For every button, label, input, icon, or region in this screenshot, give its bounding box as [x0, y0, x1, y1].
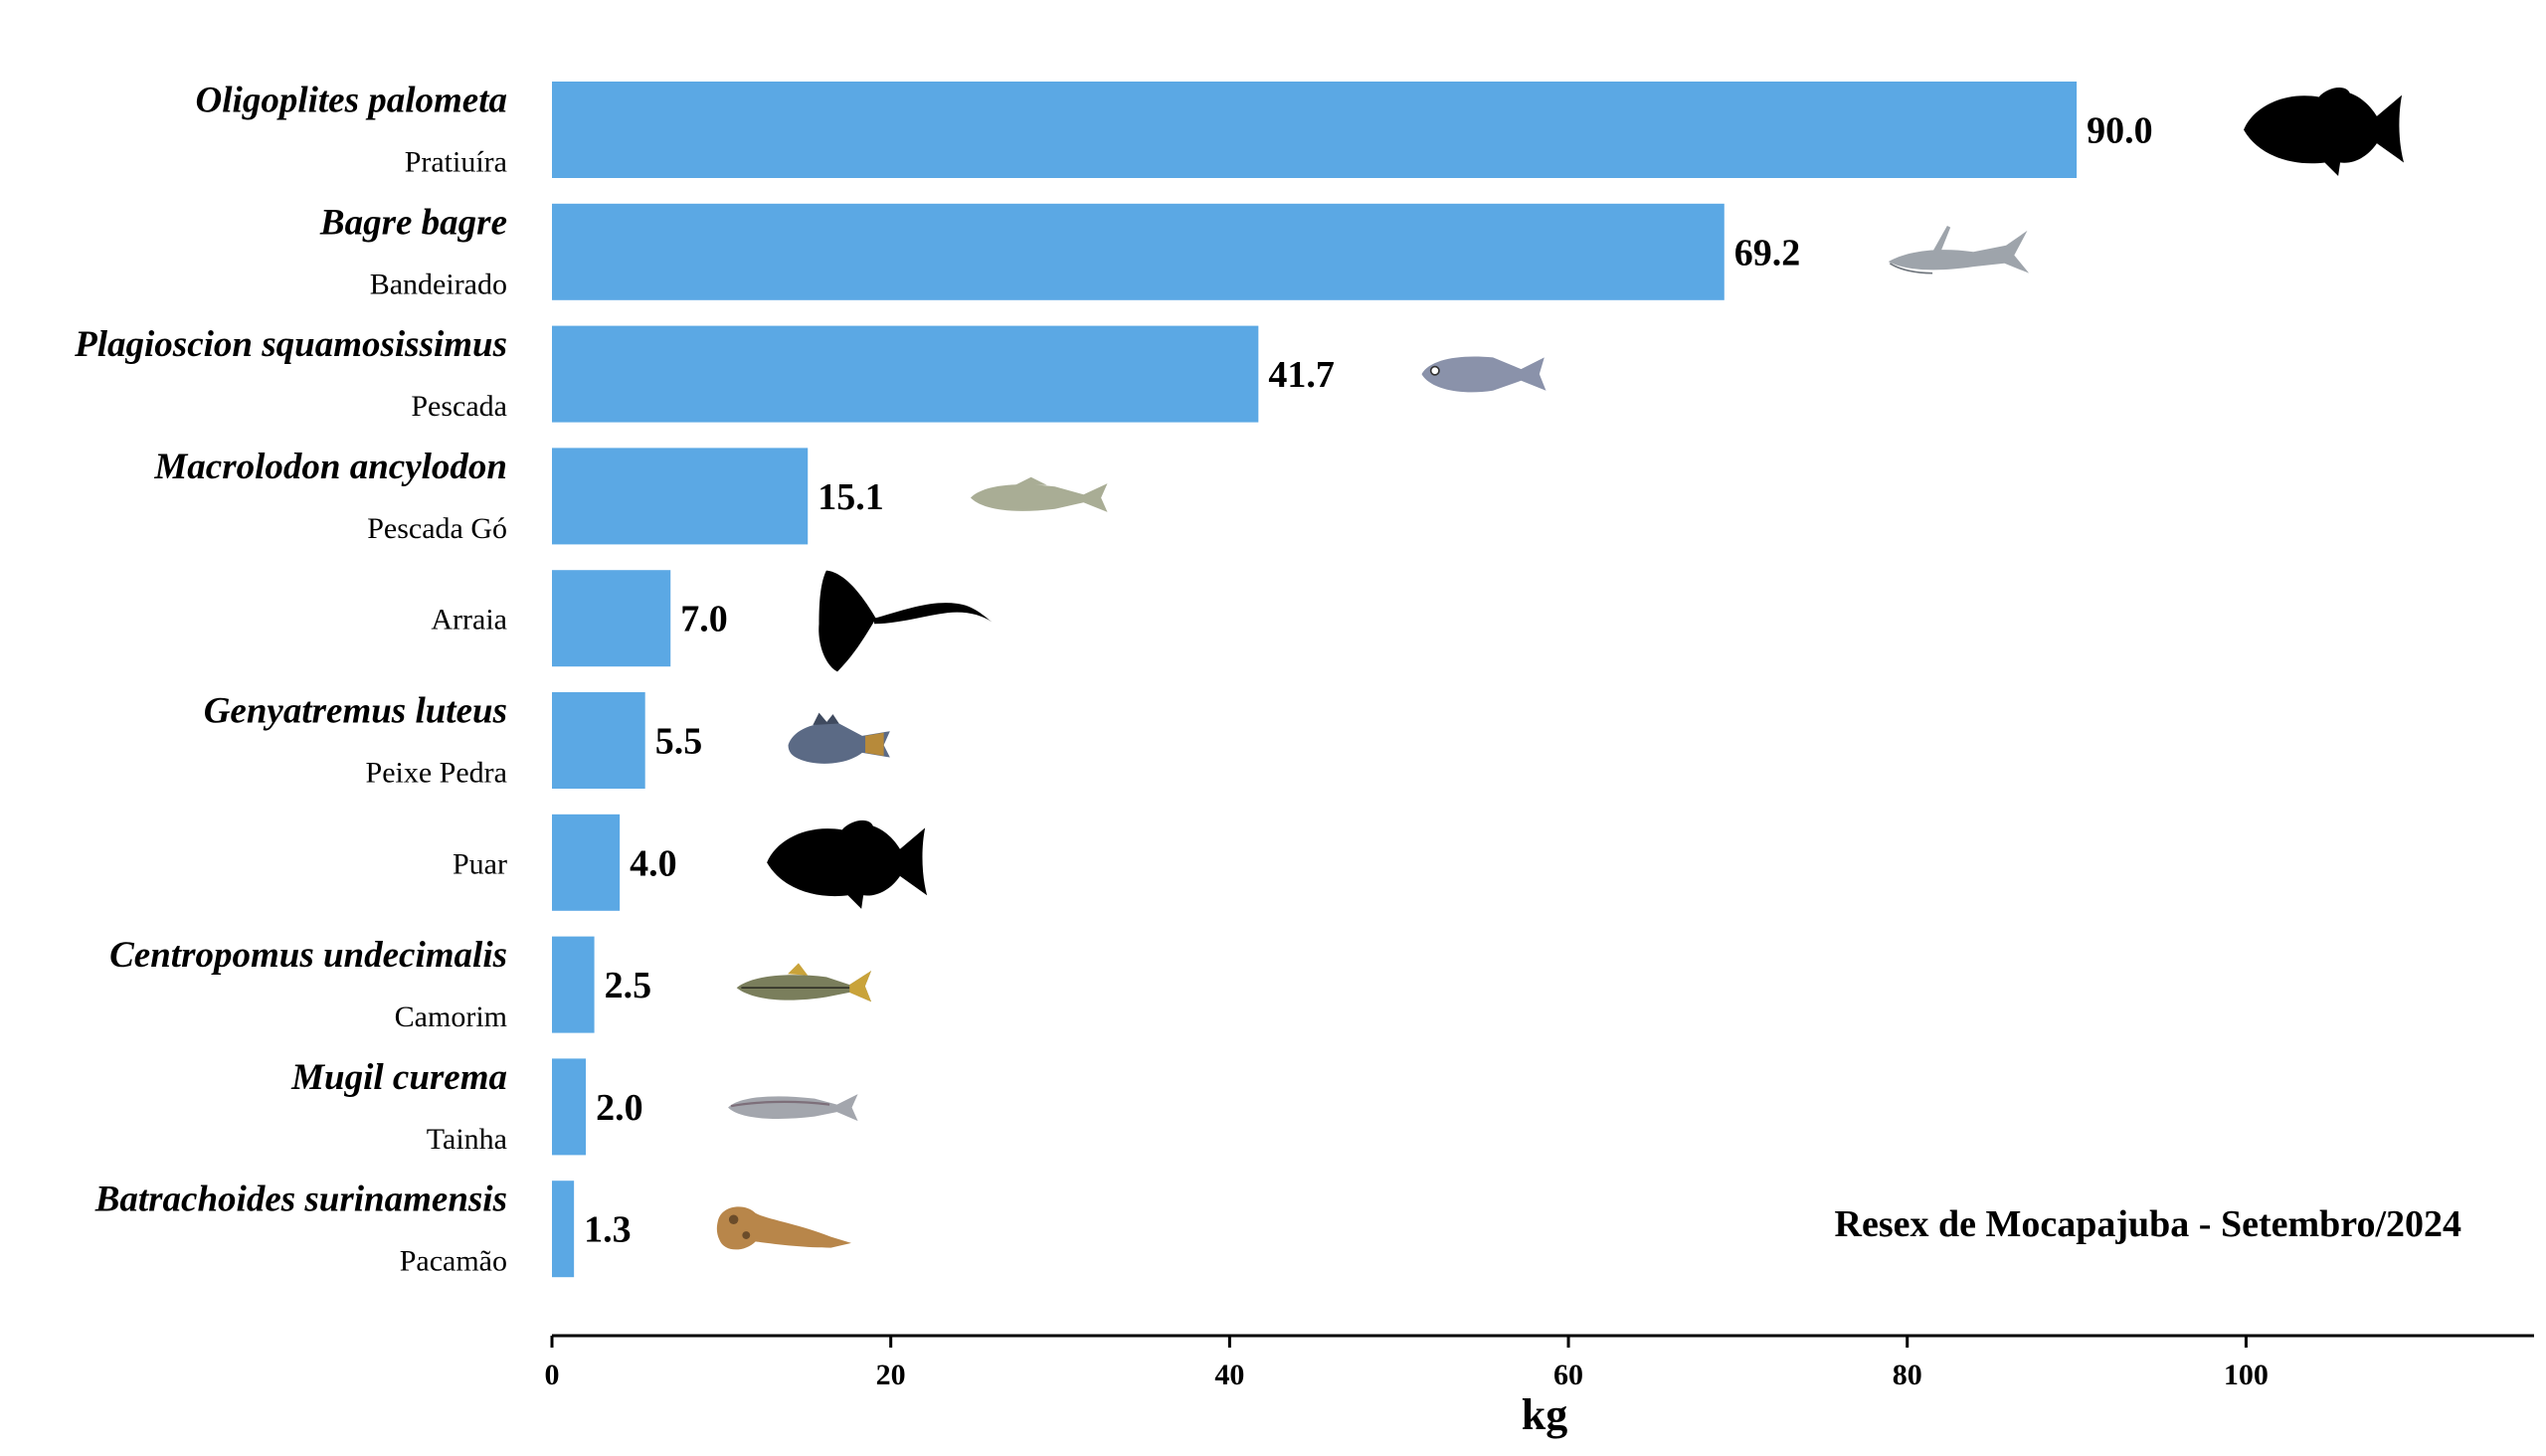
- chart-annotation: Resex de Mocapajuba - Setembro/2024: [1835, 1203, 2461, 1245]
- common-name-label: Pratiuíra: [405, 146, 507, 179]
- common-name-label: Pescada: [411, 390, 507, 423]
- stingray-silhouette-icon: [818, 570, 993, 672]
- bar-value-label: 7.0: [680, 599, 728, 640]
- bar: [552, 692, 645, 789]
- bar: [552, 936, 595, 1033]
- x-tick-label: 40: [1214, 1359, 1244, 1391]
- grunt-fish-icon: [788, 712, 890, 764]
- species-label: Plagioscion squamosissimus: [74, 324, 507, 365]
- x-tick-label: 100: [2224, 1359, 2269, 1391]
- species-label: Macrolodon ancylodon: [153, 447, 507, 487]
- bar-value-label: 1.3: [584, 1209, 632, 1251]
- x-axis-label: kg: [1522, 1390, 1567, 1439]
- common-name-label: Pacamão: [400, 1245, 507, 1278]
- x-tick-label: 60: [1553, 1359, 1583, 1391]
- bar: [552, 448, 809, 545]
- weakfish-icon: [970, 476, 1108, 512]
- x-tick-label: 0: [545, 1359, 560, 1391]
- common-name-label: Bandeirado: [370, 268, 507, 300]
- bar-value-label: 5.5: [655, 721, 703, 763]
- x-tick-label: 80: [1893, 1359, 1922, 1391]
- catfish-icon: [1887, 225, 2030, 274]
- bar-value-label: 15.1: [818, 476, 884, 518]
- common-name-label: Puar: [453, 847, 507, 880]
- bar-value-label: 2.0: [596, 1087, 643, 1129]
- common-name-label: Arraia: [431, 604, 507, 637]
- common-name-label: Camorim: [395, 1001, 507, 1033]
- bar-value-label: 90.0: [2087, 110, 2153, 152]
- bar-value-label: 4.0: [630, 842, 677, 884]
- common-name-label: Pescada Gó: [367, 512, 507, 545]
- bar-value-label: 41.7: [1268, 354, 1335, 396]
- fish-silhouette-icon: [2244, 88, 2405, 177]
- bar: [552, 1181, 575, 1278]
- species-label: Batrachoides surinamensis: [94, 1180, 507, 1220]
- bar: [552, 570, 671, 667]
- species-label: Genyatremus luteus: [204, 691, 507, 732]
- bar: [552, 325, 1259, 423]
- bar: [552, 82, 2078, 178]
- x-tick-label: 20: [876, 1359, 906, 1391]
- mullet-icon: [726, 1093, 859, 1123]
- drum-fish-icon: [1420, 355, 1547, 394]
- species-label: Mugil curema: [290, 1057, 507, 1098]
- toadfish-icon: [716, 1206, 851, 1250]
- bar: [552, 814, 621, 911]
- bar-value-label: 69.2: [1734, 232, 1801, 273]
- common-name-label: Tainha: [427, 1123, 507, 1156]
- species-label: Oligoplites palometa: [196, 81, 507, 121]
- fish-silhouette-icon: [767, 819, 928, 909]
- bar: [552, 203, 1725, 300]
- common-name-label: Peixe Pedra: [366, 757, 507, 790]
- bar: [552, 1058, 587, 1156]
- species-label: Centropomus undecimalis: [109, 935, 507, 976]
- snook-icon: [735, 962, 872, 1003]
- species-label: Bagre bagre: [319, 202, 507, 243]
- bar-value-label: 2.5: [605, 965, 652, 1006]
